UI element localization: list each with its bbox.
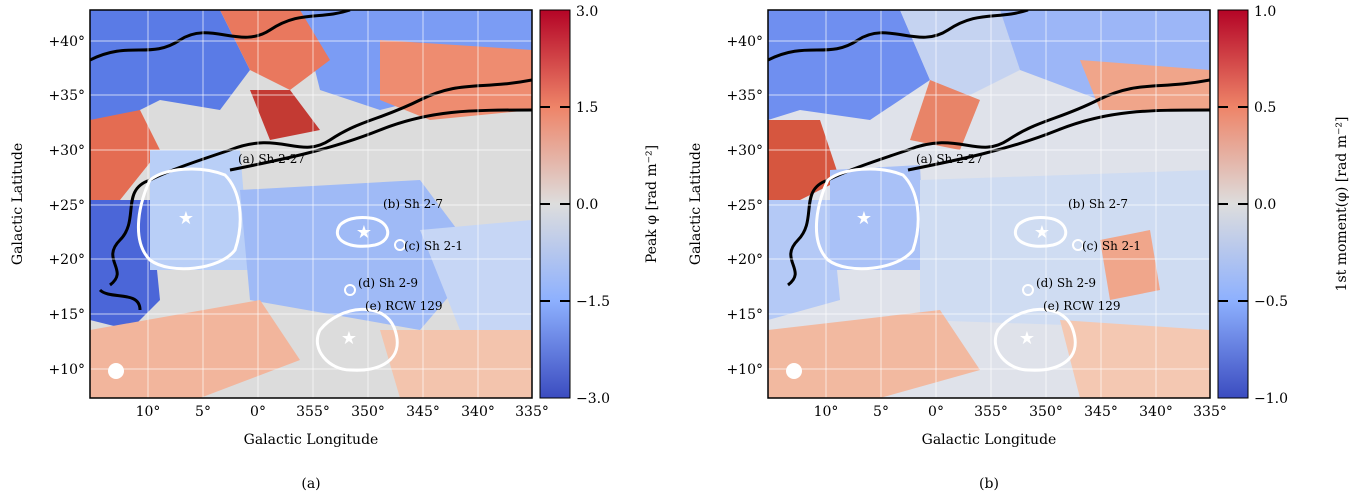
x-axis-label: Galactic Longitude xyxy=(922,432,1057,448)
y-tick-label: +20° xyxy=(48,252,85,268)
colorbar-tick: 0.0 xyxy=(1254,197,1276,213)
x-tick-label: 350° xyxy=(351,404,385,420)
panel-a-map: ★ ★ ★ xyxy=(90,10,532,398)
region-label-a: (a) Sh 2-27 xyxy=(238,152,305,166)
panel-a-frame xyxy=(89,9,533,399)
region-label-a: (a) Sh 2-27 xyxy=(916,152,983,166)
y-tick-label: +15° xyxy=(726,307,763,323)
y-axis-label: Galactic Latitude xyxy=(10,143,26,265)
y-tick-label: +25° xyxy=(48,198,85,214)
region-label-d: (d) Sh 2-9 xyxy=(1036,276,1096,290)
svg-text:★: ★ xyxy=(856,208,872,229)
svg-text:★: ★ xyxy=(341,328,357,349)
y-axis-label: Galactic Latitude xyxy=(688,143,704,265)
region-label-c: (c) Sh 2-1 xyxy=(1082,239,1141,253)
colorbar-tick: 0.5 xyxy=(1254,100,1276,116)
colorbar-tick: −0.5 xyxy=(1254,294,1288,310)
svg-text:★: ★ xyxy=(1019,328,1035,349)
y-tick-label: +20° xyxy=(726,252,763,268)
x-tick-label: 355° xyxy=(296,404,330,420)
x-tick-label: 350° xyxy=(1029,404,1063,420)
x-tick-label: 10° xyxy=(814,404,839,420)
colorbar-label: Peak φ [rad m⁻²] xyxy=(644,145,660,263)
x-tick-label: 345° xyxy=(1084,404,1118,420)
x-tick-label: 5° xyxy=(873,404,889,420)
colorbar-tick: −3.0 xyxy=(576,391,610,407)
region-label-d: (d) Sh 2-9 xyxy=(358,276,418,290)
y-tick-label: +40° xyxy=(726,34,763,50)
panel-caption: (a) xyxy=(301,476,320,492)
x-tick-label: 10° xyxy=(136,404,161,420)
y-tick-label: +40° xyxy=(48,34,85,50)
region-label-e: (e) RCW 129 xyxy=(1043,299,1121,313)
x-axis-label: Galactic Longitude xyxy=(244,432,379,448)
region-label-e: (e) RCW 129 xyxy=(365,299,443,313)
y-tick-label: +30° xyxy=(48,143,85,159)
colorbar-tick: 3.0 xyxy=(576,4,598,20)
panel-b-frame xyxy=(767,9,1211,399)
region-label-b: (b) Sh 2-7 xyxy=(1068,197,1128,211)
colorbar-tick: −1.5 xyxy=(576,294,610,310)
colorbar-tick: 1.5 xyxy=(576,100,598,116)
y-tick-label: +10° xyxy=(726,362,763,378)
region-label-b: (b) Sh 2-7 xyxy=(383,197,443,211)
panel-a: ★ ★ ★ (a) Sh 2-27 (b) Sh 2-7 (c) Sh 2-1 … xyxy=(10,4,660,492)
region-label-c: (c) Sh 2-1 xyxy=(404,239,463,253)
panel-b-map: ★ ★ ★ xyxy=(768,10,1210,398)
x-tick-label: 340° xyxy=(461,404,495,420)
panel-b: ★ ★ ★ (a) Sh 2-27 (b) Sh 2-7 (c) Sh 2-1 … xyxy=(688,4,1350,492)
colorbar-label: 1st moment(φ) [rad m⁻²] xyxy=(1334,117,1350,292)
x-tick-label: 0° xyxy=(250,404,266,420)
svg-text:★: ★ xyxy=(1034,222,1050,243)
panel-caption: (b) xyxy=(979,476,999,492)
y-tick-label: +15° xyxy=(48,307,85,323)
colorbar-tick: 0.0 xyxy=(576,197,598,213)
x-tick-label: 345° xyxy=(406,404,440,420)
svg-text:★: ★ xyxy=(178,208,194,229)
y-tick-label: +10° xyxy=(48,362,85,378)
svg-text:★: ★ xyxy=(356,222,372,243)
x-tick-label: 355° xyxy=(974,404,1008,420)
x-tick-label: 340° xyxy=(1139,404,1173,420)
x-tick-label: 335° xyxy=(1193,404,1227,420)
y-tick-label: +25° xyxy=(726,198,763,214)
y-tick-label: +30° xyxy=(726,143,763,159)
colorbar-tick: 1.0 xyxy=(1254,4,1276,20)
y-tick-label: +35° xyxy=(726,88,763,104)
y-tick-label: +35° xyxy=(48,88,85,104)
x-tick-label: 5° xyxy=(195,404,211,420)
colorbar-tick: −1.0 xyxy=(1254,391,1288,407)
x-tick-label: 335° xyxy=(515,404,549,420)
x-tick-label: 0° xyxy=(928,404,944,420)
